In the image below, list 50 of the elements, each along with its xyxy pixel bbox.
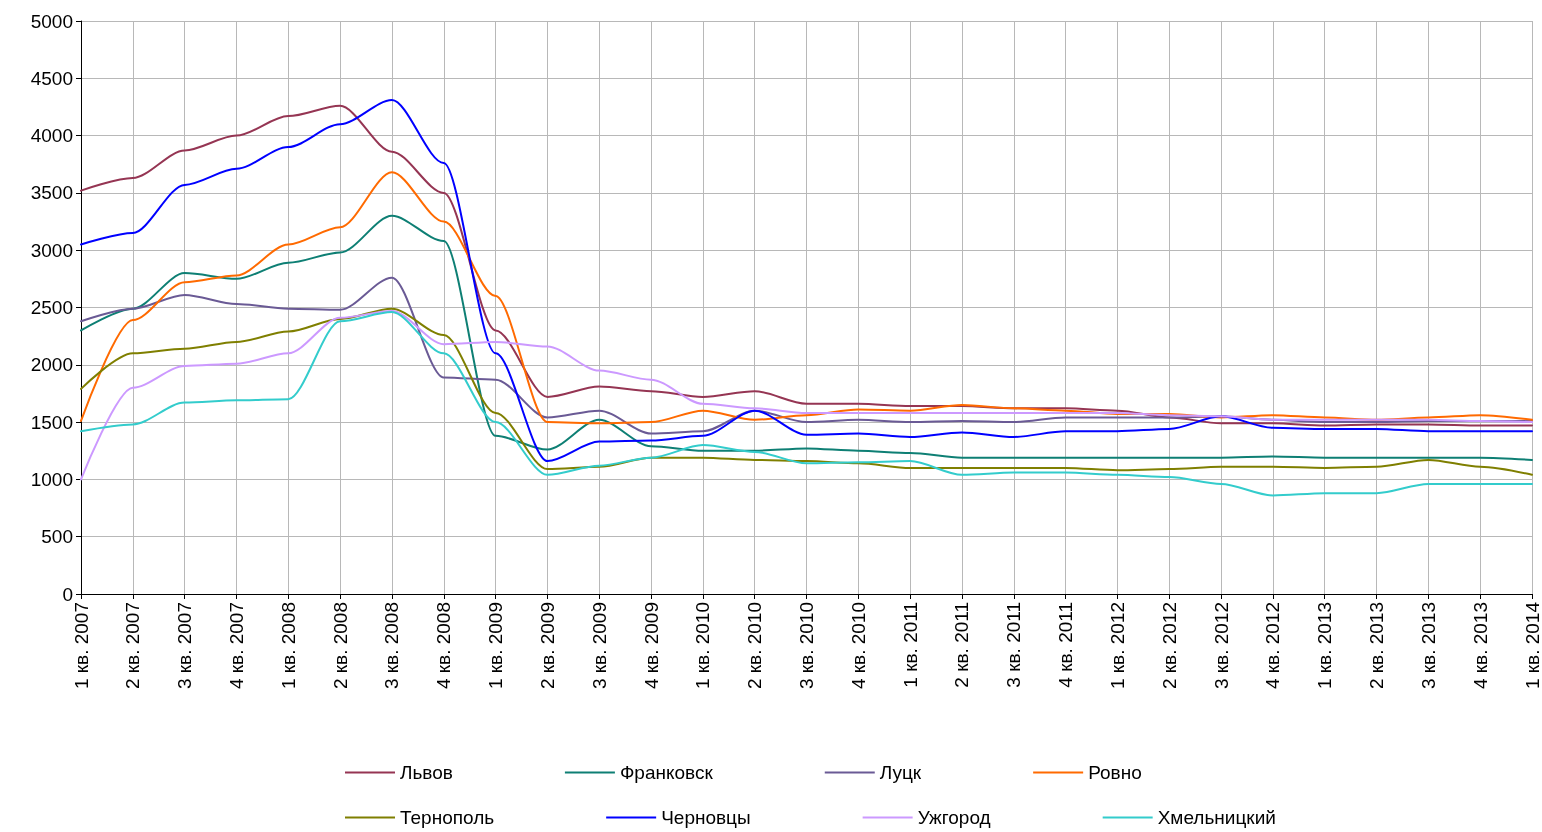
- y-tick-label: 3000: [30, 239, 73, 261]
- legend-label: Львов: [400, 762, 453, 783]
- x-tick-label: 2 кв. 2013: [1366, 602, 1388, 690]
- x-tick-label: 3 кв. 2011: [1003, 602, 1025, 688]
- x-tick-label: 4 кв. 2011: [1055, 602, 1077, 688]
- x-tick-label: 3 кв. 2012: [1210, 602, 1232, 690]
- y-tick-label: 500: [41, 526, 73, 548]
- legend-label: Черновцы: [661, 807, 751, 828]
- x-tick-label: 1 кв. 2009: [485, 602, 507, 690]
- x-tick-label: 1 кв. 2008: [277, 602, 299, 690]
- x-tick-label: 1 кв. 2014: [1521, 601, 1542, 690]
- x-tick-label: 2 кв. 2007: [122, 602, 144, 690]
- legend-label: Ужгород: [917, 807, 991, 828]
- y-tick-label: 1500: [30, 411, 73, 433]
- x-tick-label: 3 кв. 2013: [1417, 602, 1439, 690]
- x-tick-label: 3 кв. 2008: [381, 602, 403, 690]
- x-tick-label: 4 кв. 2008: [433, 602, 455, 690]
- x-tick-label: 1 кв. 2010: [692, 602, 714, 690]
- x-tick-label: 3 кв. 2009: [588, 602, 610, 690]
- line-series: [80, 171, 1533, 425]
- x-tick-label: 2 кв. 2011: [951, 602, 973, 688]
- y-tick-label: 2000: [30, 354, 73, 376]
- x-tick-label: 4 кв. 2013: [1469, 602, 1491, 690]
- legend-label: Хмельницкий: [1157, 807, 1276, 828]
- y-tick-label: 3500: [30, 182, 73, 204]
- y-tick-label: 0: [62, 583, 73, 605]
- legend-label: Тернополь: [400, 807, 495, 828]
- x-tick-label: 1 кв. 2007: [70, 602, 92, 690]
- x-tick-label: 4 кв. 2009: [640, 602, 662, 690]
- x-tick-label: 2 кв. 2009: [536, 602, 558, 690]
- x-tick-label: 2 кв. 2012: [1158, 602, 1180, 690]
- x-tick-label: 3 кв. 2007: [174, 602, 196, 690]
- x-tick-label: 4 кв. 2012: [1262, 602, 1284, 690]
- y-tick-label: 4500: [30, 67, 73, 89]
- x-tick-label: 1 кв. 2012: [1106, 602, 1128, 690]
- x-tick-label: 3 кв. 2010: [796, 602, 817, 690]
- x-tick-label: 1 кв. 2011: [899, 602, 921, 688]
- x-tick-label: 4 кв. 2007: [225, 602, 247, 690]
- x-tick-label: 2 кв. 2008: [329, 602, 351, 690]
- line-series: [80, 214, 1533, 461]
- y-tick-label: 5000: [30, 10, 73, 32]
- y-tick-label: 2500: [30, 297, 73, 318]
- legend-label: Луцк: [879, 762, 922, 783]
- x-tick-label: 1 кв. 2013: [1314, 602, 1336, 690]
- y-tick-label: 4000: [30, 125, 73, 147]
- y-tick-label: 1000: [30, 468, 73, 490]
- legend-label: Франковск: [619, 762, 714, 783]
- x-tick-label: 2 кв. 2010: [744, 602, 766, 690]
- legend-label: Ровно: [1088, 762, 1142, 783]
- x-tick-label: 4 кв. 2010: [847, 602, 869, 690]
